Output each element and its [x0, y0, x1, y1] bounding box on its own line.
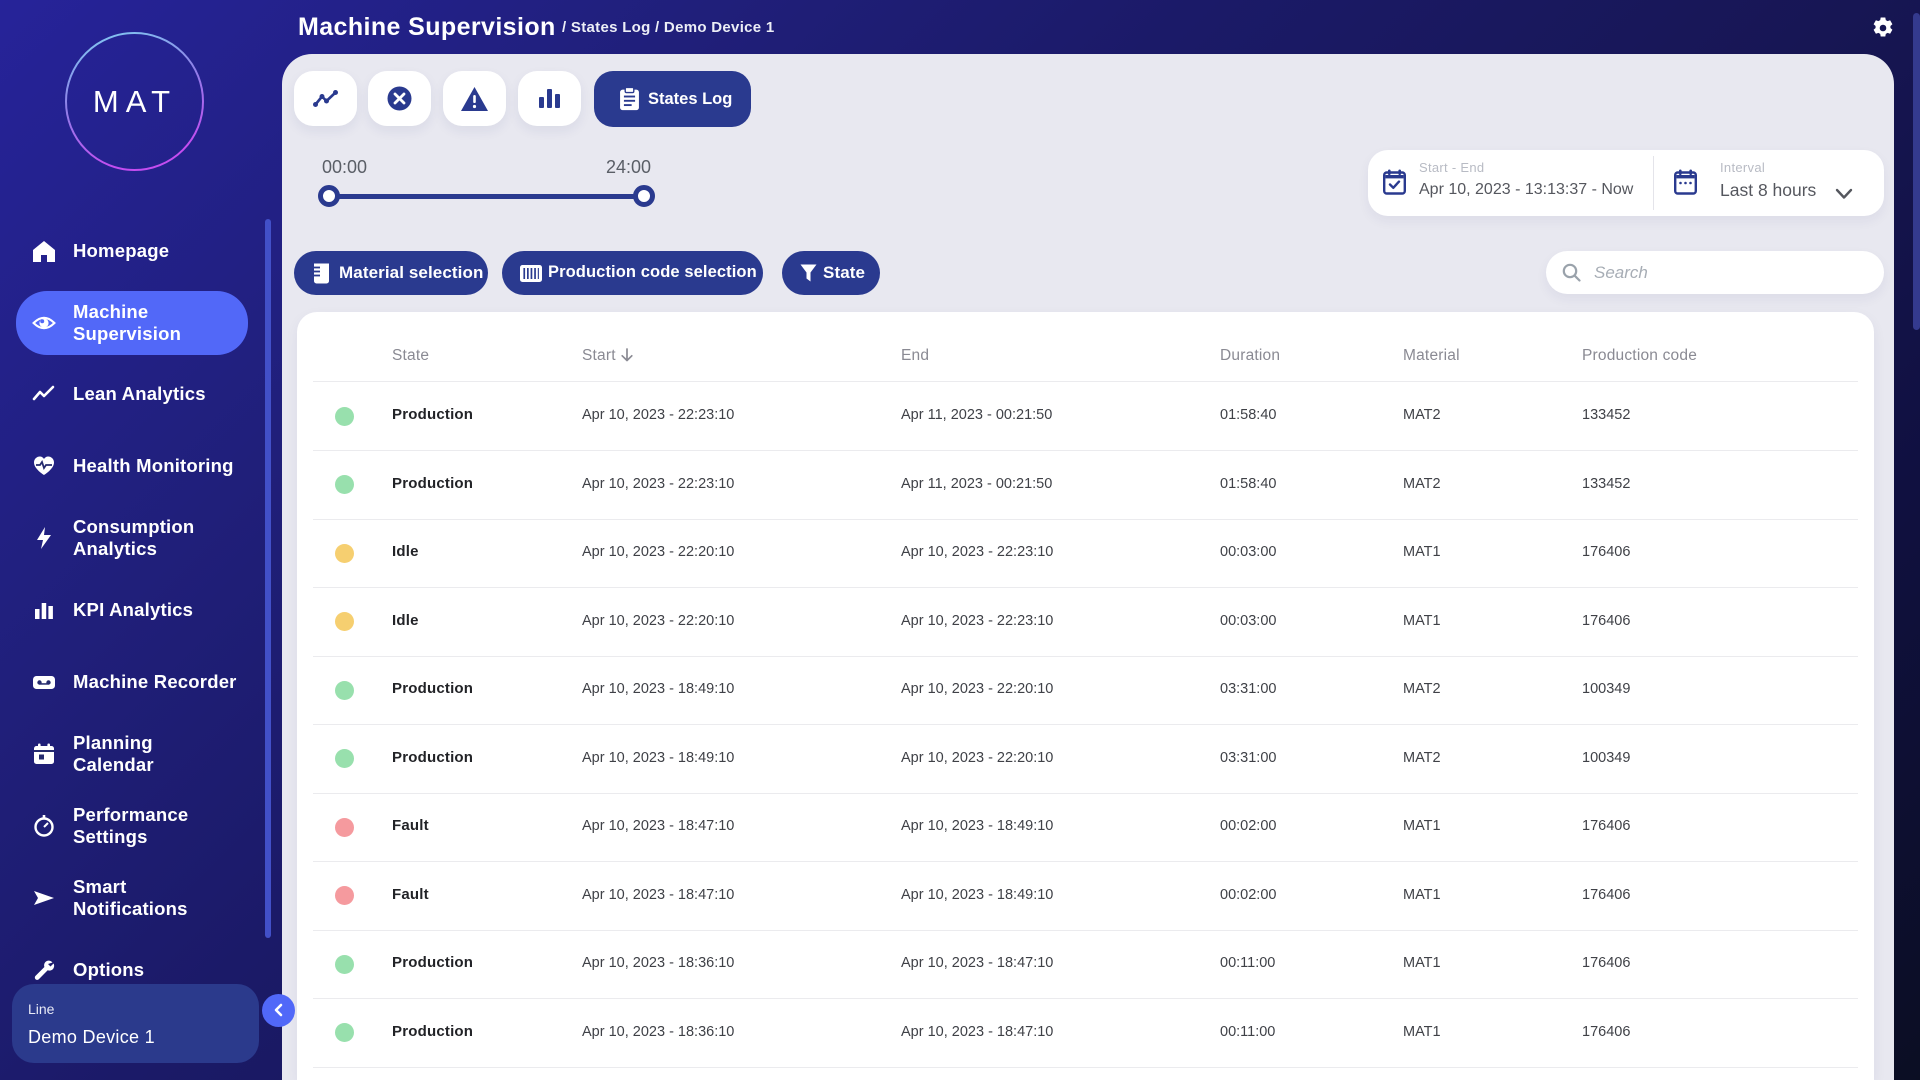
svg-text:MAT: MAT: [93, 84, 177, 119]
